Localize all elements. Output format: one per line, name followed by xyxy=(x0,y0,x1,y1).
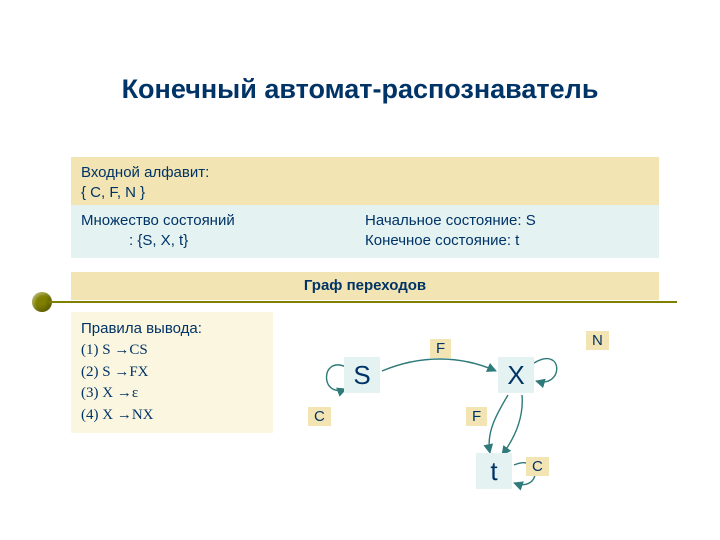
states-initfinal: Начальное состояние: S Конечное состояни… xyxy=(365,211,649,252)
rules-heading: Правила вывода: xyxy=(81,318,263,340)
page-title: Конечный автомат-распознаватель xyxy=(0,74,720,105)
node-S: S xyxy=(344,357,380,393)
edge-label-C-t: C xyxy=(526,457,549,476)
states-final: Конечное состояние: t xyxy=(365,231,649,251)
rules-panel: Правила вывода: (1) S →CS (2) S →FX (3) … xyxy=(71,312,273,433)
node-X: X xyxy=(498,357,534,393)
alphabet-label: Входной алфавит: xyxy=(81,163,649,183)
bullet-decor xyxy=(32,292,52,312)
states-init: Начальное состояние: S xyxy=(365,211,649,231)
alphabet-value: { C, F, N } xyxy=(81,183,649,203)
states-set-label: Множество состояний xyxy=(81,211,365,231)
alphabet-row: Входной алфавит: { C, F, N } xyxy=(71,157,659,210)
rule-1: (1) S →CS xyxy=(81,340,263,362)
edge-label-C-s: C xyxy=(308,407,331,426)
edge-label-F-top: F xyxy=(430,339,451,358)
rule-4: (4) X →NX xyxy=(81,405,263,427)
node-t: t xyxy=(476,453,512,489)
rule-3: (3) X →ε xyxy=(81,383,263,405)
states-set-value: : {S, X, t} xyxy=(81,231,365,251)
graph-heading: Граф переходов xyxy=(71,272,659,300)
rule-2: (2) S →FX xyxy=(81,362,263,384)
states-row: Множество состояний : {S, X, t} Начально… xyxy=(71,205,659,258)
edge-label-F-mid: F xyxy=(466,407,487,426)
edge-label-N: N xyxy=(586,331,609,350)
states-set: Множество состояний : {S, X, t} xyxy=(81,211,365,252)
transition-graph: S X t F N C F C xyxy=(290,315,660,515)
